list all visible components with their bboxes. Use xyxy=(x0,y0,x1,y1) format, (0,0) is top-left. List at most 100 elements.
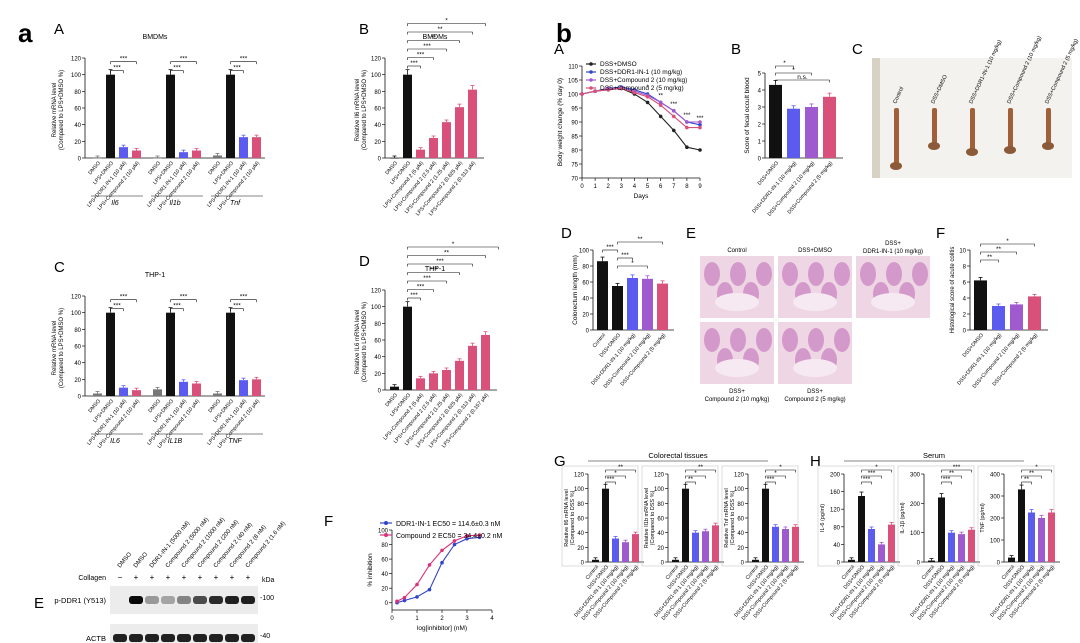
bar-TNF-3 xyxy=(252,379,261,396)
lane-label: DMSO xyxy=(133,551,149,569)
x-tick-label: 2 xyxy=(440,616,444,622)
gene-label: Il1b xyxy=(169,200,180,207)
histology-crypt xyxy=(912,262,928,286)
y-tick-label: 0 xyxy=(378,157,382,163)
significance-label: ** xyxy=(637,236,643,243)
bar-1 xyxy=(992,306,1005,330)
significance-label: * xyxy=(792,67,795,74)
subchart-frame xyxy=(817,465,895,567)
panel-b-D-chart: D020406080100ControlDSS+DMSODSS+DDR1-IN-… xyxy=(561,225,674,390)
bar-5 xyxy=(455,107,464,158)
significance-label: * xyxy=(445,18,448,25)
y-tick-label: 120 xyxy=(734,473,745,479)
y-tick-label: 40 xyxy=(74,123,81,129)
bar-1 xyxy=(403,306,412,390)
blot-band xyxy=(145,634,159,642)
subchart-frame xyxy=(721,465,799,567)
y-tick-label: 1 xyxy=(758,140,762,146)
y-tick-label: 20 xyxy=(374,140,381,146)
significance-label: *** xyxy=(173,303,181,310)
bar-IL1B-2 xyxy=(179,381,188,396)
y-tick-label: 40 xyxy=(374,355,381,361)
y-tick-label: 100 xyxy=(579,249,590,255)
y-tick-label: 0 xyxy=(963,329,967,335)
x-tick-label: 3 xyxy=(620,184,624,190)
legend-label: DSS+DDR1-IN-1 (10 mg/kg) xyxy=(600,69,682,76)
histology-label: Compound 2 (10 mg/kg) xyxy=(705,397,770,403)
significance-label: ** xyxy=(658,93,663,99)
significance-label: *** xyxy=(173,65,181,72)
y-tick-label: 20 xyxy=(577,546,584,552)
significance-label: *** xyxy=(410,60,418,67)
bar-Tnf-1 xyxy=(226,74,235,158)
bar-0 xyxy=(848,559,855,562)
significance-label: * xyxy=(1035,464,1038,471)
y-tick-label: 120 xyxy=(371,289,382,295)
y-tick-label: 60 xyxy=(577,517,584,523)
y-tick-label: 110 xyxy=(568,65,578,71)
y-tick-label: 80 xyxy=(657,502,664,508)
y-tick-label: 300 xyxy=(990,495,1001,501)
y-tick-label: 100 xyxy=(910,531,921,537)
bar-1 xyxy=(602,488,609,562)
y-tick-label: 80 xyxy=(577,502,584,508)
histology-label: Compound 2 (5 mg/kg) xyxy=(784,397,845,403)
significance-label: * xyxy=(631,260,634,267)
data-point xyxy=(698,125,702,130)
y-tick-label: 0 xyxy=(758,157,762,163)
y-axis-label-2: (Compared to DSS %) xyxy=(730,490,736,545)
colon-tissue xyxy=(970,108,975,150)
bar-3 xyxy=(958,534,965,562)
y-tick-label: 20 xyxy=(381,587,388,593)
bar-TNF-2 xyxy=(239,380,248,396)
bar-4 xyxy=(442,122,451,158)
data-point xyxy=(671,109,676,113)
histology-crypt xyxy=(782,328,798,352)
y-tick-label: 0 xyxy=(997,561,1001,567)
histology-crypt xyxy=(808,328,824,352)
x-axis-label: Days xyxy=(634,193,650,200)
y-axis-label-2: (Compared to DSS %) xyxy=(570,490,576,545)
y-axis-label: Colorectum length (mm) xyxy=(572,255,579,325)
marker-100: -100 xyxy=(260,595,274,602)
y-axis-label: % inhibition xyxy=(367,553,374,587)
bar-0 xyxy=(592,559,599,562)
y-tick-label: 200 xyxy=(910,502,921,508)
significance-label: *** xyxy=(410,292,418,299)
y-tick-label: 300 xyxy=(910,473,921,479)
bar-IL6-1 xyxy=(106,312,115,396)
y-tick-label: 80 xyxy=(737,502,744,508)
bar-3 xyxy=(702,531,709,562)
blot-band xyxy=(161,596,175,604)
blot-band xyxy=(193,634,207,642)
bar-7 xyxy=(481,335,490,390)
significance-label: *** xyxy=(180,56,188,63)
y-tick-label: 100 xyxy=(990,539,1001,545)
y-tick-label: 100 xyxy=(71,311,82,317)
x-tick-label: 7 xyxy=(672,184,676,190)
data-point xyxy=(465,536,469,541)
collagen-sign: + xyxy=(182,573,187,582)
histology-crypt xyxy=(730,262,746,286)
group-title: Colorectal tissues xyxy=(648,451,707,460)
bar-IL6-2 xyxy=(119,387,128,396)
x-tick-label: 0 xyxy=(390,616,394,622)
significance-label: *** xyxy=(233,303,241,310)
y-tick-label: 95 xyxy=(571,107,578,113)
legend-label: DSS+Compound 2 (5 mg/kg) xyxy=(600,85,684,92)
y-tick-label: 70 xyxy=(571,177,578,183)
y-tick-label: 8 xyxy=(963,265,967,271)
legend-label: Compound 2 EC50 = 34.4±0.2 nM xyxy=(396,533,503,540)
significance-label: ** xyxy=(437,26,443,33)
y-tick-label: 120 xyxy=(654,473,665,479)
blot-band xyxy=(241,634,255,642)
data-point xyxy=(698,123,702,127)
panel-letter: D xyxy=(359,253,370,270)
bar-2 xyxy=(772,526,779,562)
significance-label: ** xyxy=(618,464,624,471)
x-tick-label: 1 xyxy=(593,184,597,190)
y-axis-label: Relative Il6 mRNA level xyxy=(564,489,570,546)
significance-label: *** xyxy=(606,244,614,251)
data-point xyxy=(632,90,637,95)
histology-label: DSS+DMSO xyxy=(798,248,832,254)
